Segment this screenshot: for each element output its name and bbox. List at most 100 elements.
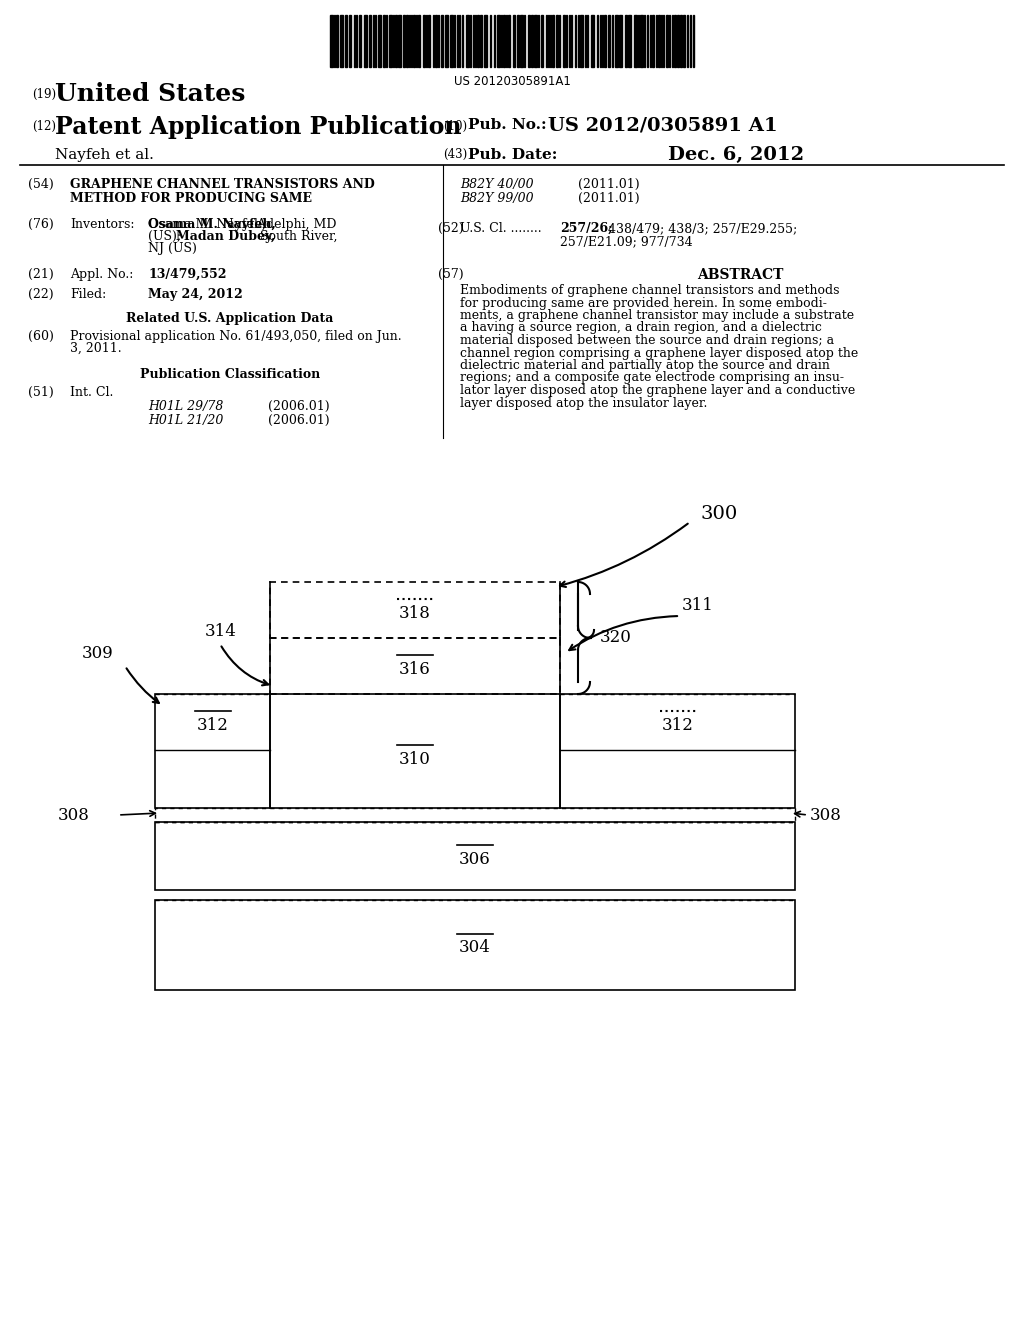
Text: (10): (10) [443, 120, 467, 133]
Bar [155, 900, 795, 990]
Text: ABSTRACT: ABSTRACT [696, 268, 783, 282]
Text: Nayfeh et al.: Nayfeh et al. [55, 148, 154, 162]
Text: (12): (12) [32, 120, 56, 133]
Text: 306: 306 [459, 850, 490, 867]
Bar [580, 15, 583, 67]
Text: 318: 318 [399, 605, 431, 622]
Bar [155, 808, 795, 822]
Text: (52): (52) [438, 222, 464, 235]
Text: Publication Classification: Publication Classification [140, 368, 321, 381]
Bar [445, 15, 449, 67]
Bar [615, 15, 618, 67]
Bar [270, 582, 560, 638]
Bar [634, 15, 637, 67]
Bar [677, 15, 679, 67]
Text: Dec. 6, 2012: Dec. 6, 2012 [668, 147, 804, 164]
Text: Adelphi, MD: Adelphi, MD [253, 218, 337, 231]
Text: 257/E21.09; 977/734: 257/E21.09; 977/734 [560, 235, 692, 248]
Bar [556, 15, 558, 67]
Bar [563, 15, 565, 67]
Text: (2011.01): (2011.01) [578, 178, 640, 191]
Text: 320: 320 [600, 630, 632, 647]
Bar [403, 15, 406, 67]
Bar [618, 15, 622, 67]
Text: 13/479,552: 13/479,552 [148, 268, 226, 281]
Bar [680, 15, 682, 67]
Text: 438/479; 438/3; 257/E29.255;: 438/479; 438/3; 257/E29.255; [608, 222, 798, 235]
Bar [497, 15, 500, 67]
Text: United States: United States [55, 82, 246, 106]
Text: regions; and a composite gate electrode comprising an insu-: regions; and a composite gate electrode … [460, 371, 844, 384]
Text: US 20120305891A1: US 20120305891A1 [454, 75, 570, 88]
Text: 308: 308 [810, 807, 842, 824]
Text: (2006.01): (2006.01) [268, 400, 330, 413]
Text: (22): (22) [28, 288, 53, 301]
Bar [531, 15, 534, 67]
Text: U.S. Cl. ........: U.S. Cl. ........ [460, 222, 542, 235]
Bar [330, 15, 333, 67]
Text: (57): (57) [438, 268, 464, 281]
Bar [560, 694, 795, 808]
Bar [428, 15, 430, 67]
Text: (60): (60) [28, 330, 54, 343]
Bar [364, 15, 367, 67]
Text: Inventors:: Inventors: [70, 218, 134, 231]
Text: NJ (US): NJ (US) [148, 242, 197, 255]
Text: 312: 312 [197, 717, 228, 734]
Text: GRAPHENE CHANNEL TRANSISTORS AND: GRAPHENE CHANNEL TRANSISTORS AND [70, 178, 375, 191]
Text: 312: 312 [662, 717, 693, 734]
Bar [369, 15, 371, 67]
Text: Osama M. Nayfeh,: Osama M. Nayfeh, [148, 218, 266, 231]
Bar [625, 15, 627, 67]
Bar [477, 15, 479, 67]
Bar [541, 15, 543, 67]
Bar [435, 15, 437, 67]
Text: B82Y 99/00: B82Y 99/00 [460, 191, 534, 205]
Text: (43): (43) [443, 148, 467, 161]
Text: Appl. No.:: Appl. No.: [70, 268, 133, 281]
Text: Osama M. Nayfeh,: Osama M. Nayfeh, [148, 218, 275, 231]
Bar [359, 15, 361, 67]
Text: for producing same are provided herein. In some embodi-: for producing same are provided herein. … [460, 297, 826, 309]
Bar [608, 15, 610, 67]
Text: layer disposed atop the insulator layer.: layer disposed atop the insulator layer. [460, 396, 708, 409]
Text: 304: 304 [459, 940, 490, 957]
Text: South River,: South River, [256, 230, 338, 243]
Bar [666, 15, 668, 67]
Text: a having a source region, a drain region, and a dielectric: a having a source region, a drain region… [460, 322, 822, 334]
Text: 257/26;: 257/26; [560, 222, 612, 235]
Bar [466, 15, 469, 67]
Text: B82Y 40/00: B82Y 40/00 [460, 178, 534, 191]
Bar [628, 15, 631, 67]
Bar [406, 15, 408, 67]
Text: (19): (19) [32, 88, 56, 102]
Text: 314: 314 [205, 623, 237, 640]
Text: lator layer disposed atop the graphene layer and a conductive: lator layer disposed atop the graphene l… [460, 384, 855, 397]
Bar [450, 15, 453, 67]
Bar [389, 15, 392, 67]
Bar [517, 15, 519, 67]
Text: channel region comprising a graphene layer disposed atop the: channel region comprising a graphene lay… [460, 346, 858, 359]
Bar [340, 15, 343, 67]
Bar [441, 15, 443, 67]
Text: dielectric material and partially atop the source and drain: dielectric material and partially atop t… [460, 359, 829, 372]
Bar [423, 15, 425, 67]
Bar [503, 15, 505, 67]
Text: US 2012/0305891 A1: US 2012/0305891 A1 [548, 116, 777, 135]
Bar [652, 15, 654, 67]
Bar [480, 15, 482, 67]
Text: Patent Application Publication: Patent Application Publication [55, 115, 462, 139]
Text: (51): (51) [28, 385, 53, 399]
Text: METHOD FOR PRODUCING SAME: METHOD FOR PRODUCING SAME [70, 191, 312, 205]
Text: H01L 21/20: H01L 21/20 [148, 414, 223, 426]
Text: (21): (21) [28, 268, 53, 281]
Bar [520, 15, 523, 67]
Bar [418, 15, 420, 67]
Text: May 24, 2012: May 24, 2012 [148, 288, 243, 301]
Text: Pub. No.:: Pub. No.: [468, 117, 547, 132]
Text: 310: 310 [399, 751, 431, 767]
Bar [395, 15, 397, 67]
Bar [552, 15, 554, 67]
Bar [413, 15, 415, 67]
Bar [349, 15, 351, 67]
